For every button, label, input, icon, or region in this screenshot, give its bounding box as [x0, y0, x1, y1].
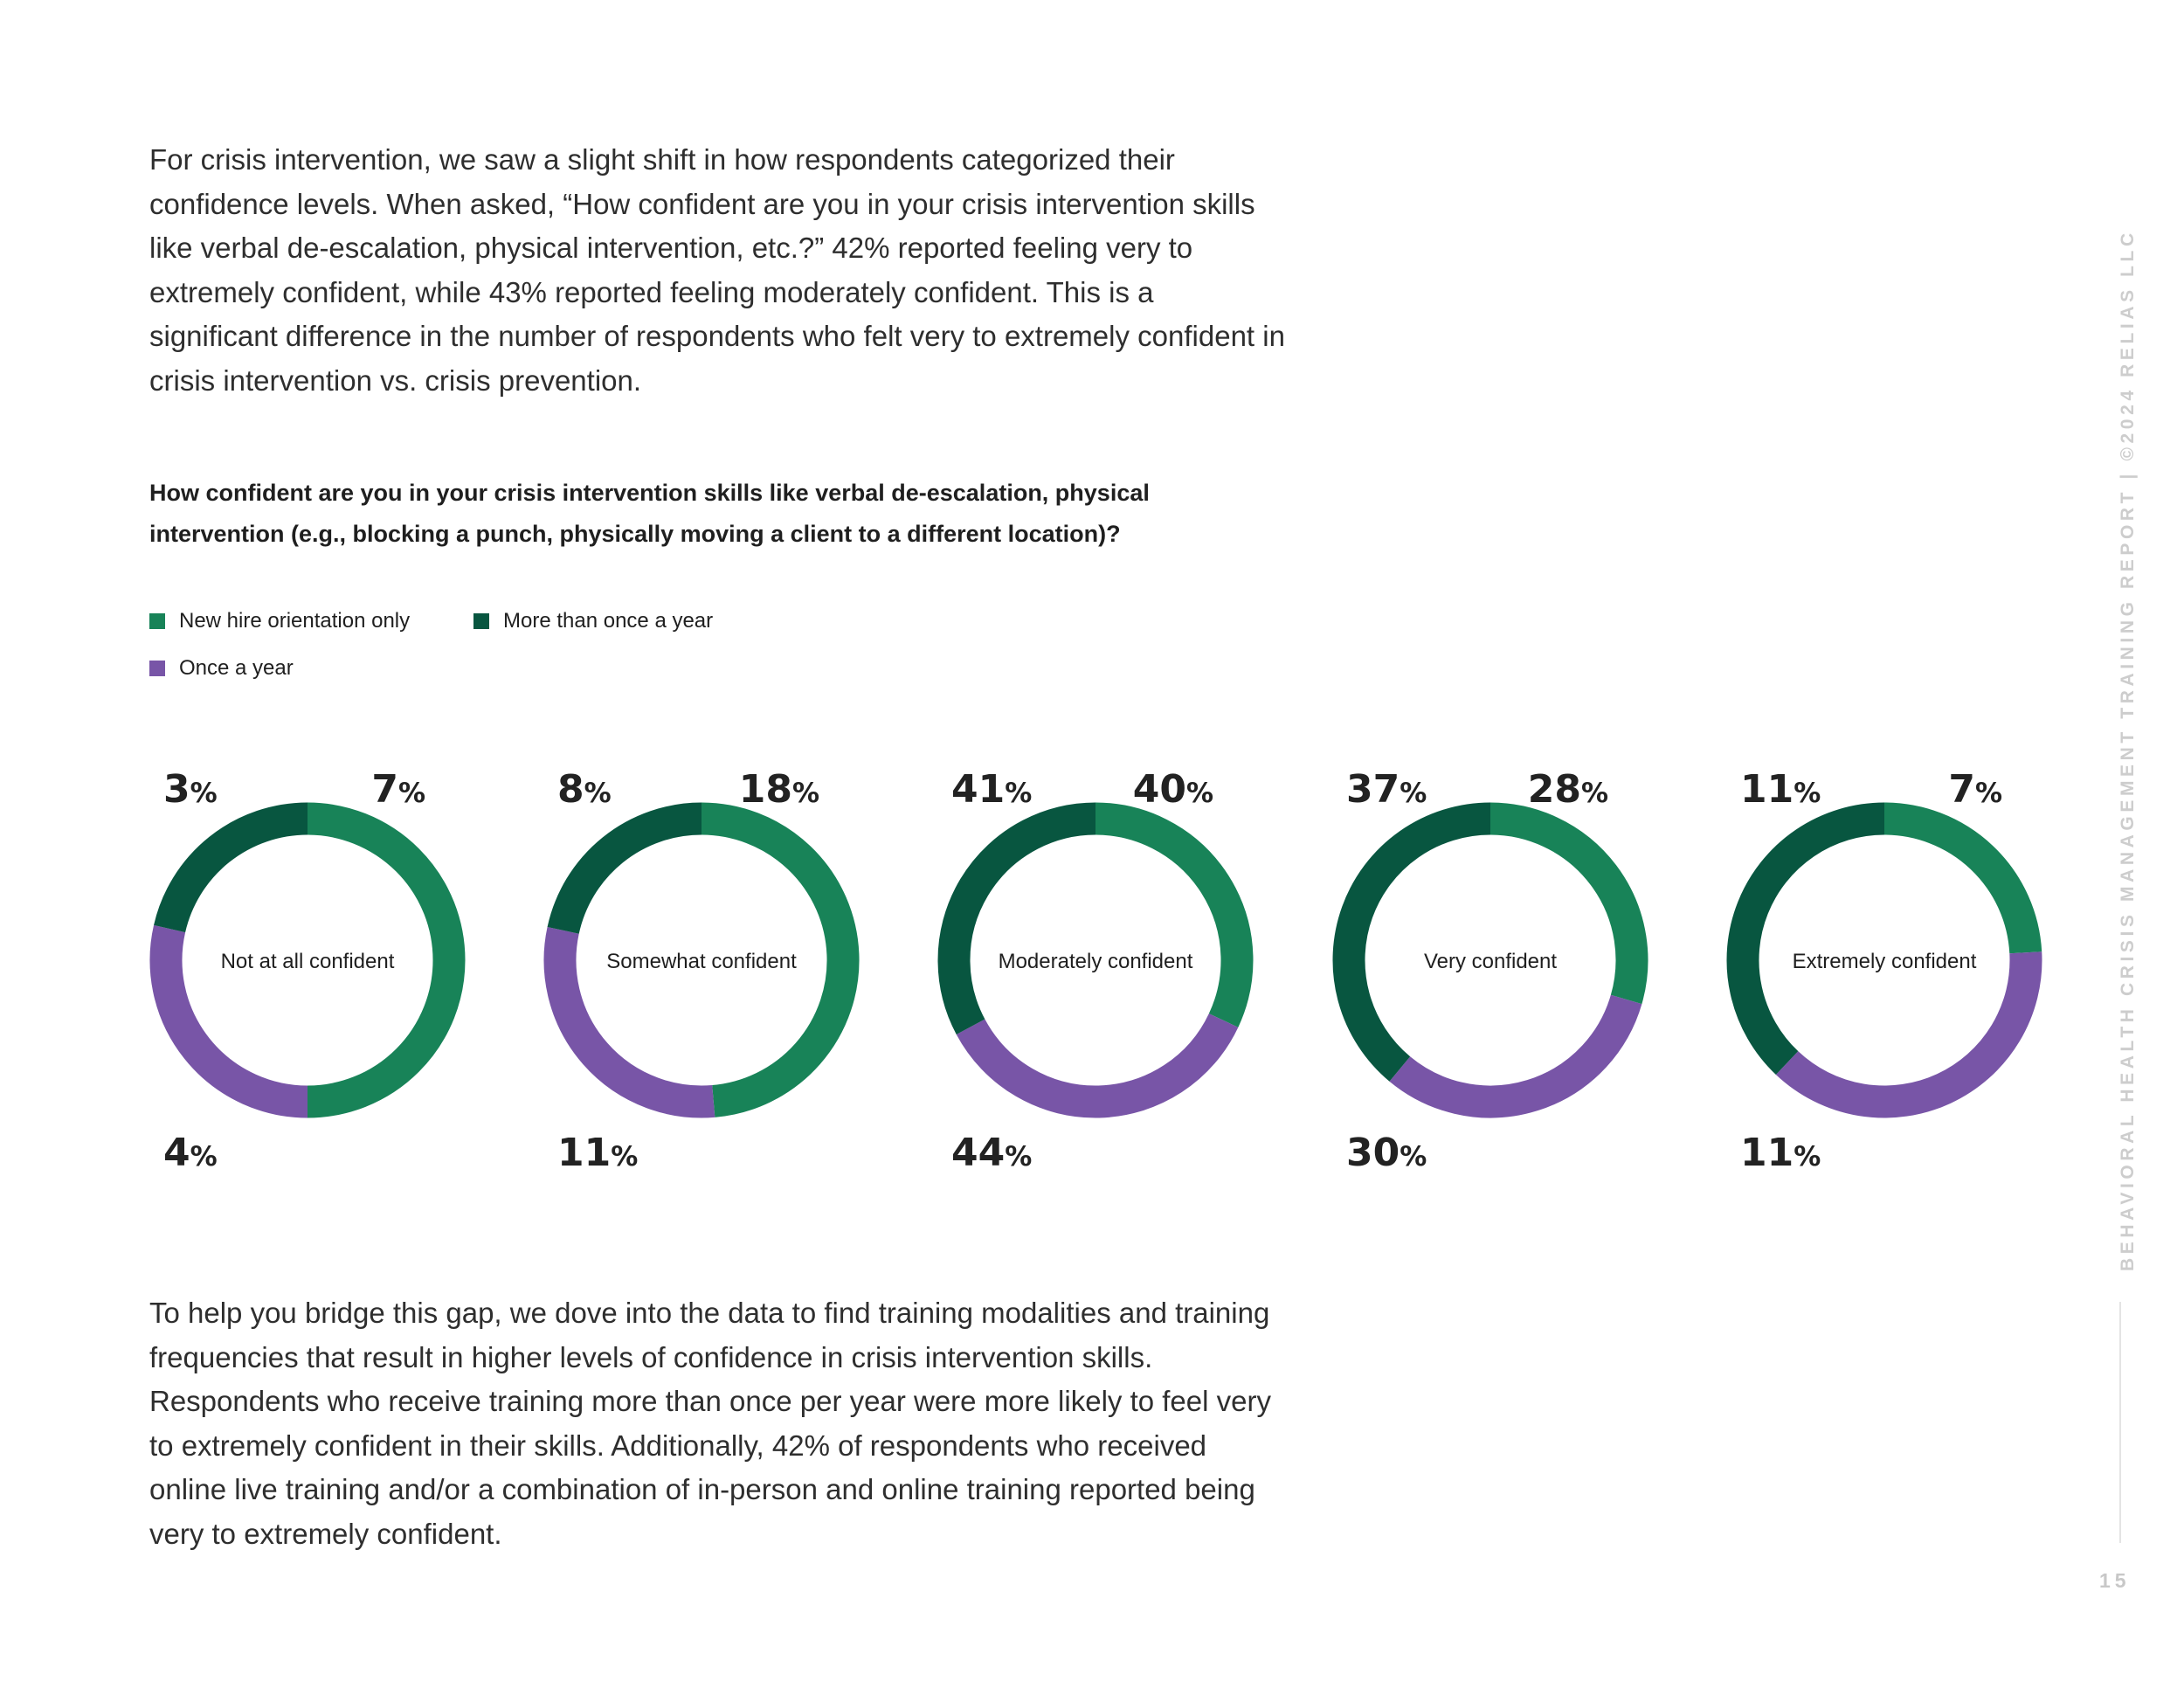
donut-segment-more-than-once-4: [1726, 802, 1885, 1076]
donut-center-label-1: Somewhat confident: [606, 950, 797, 973]
donut-segment-more-than-once-0: [154, 802, 308, 933]
value-label-more-than-once-3: 37%: [1346, 767, 1427, 812]
legend-swatch-once-a-year: [149, 661, 165, 676]
legend-label-new-hire: New hire orientation only: [179, 609, 411, 633]
outro-paragraph: To help you bridge this gap, we dove int…: [149, 1297, 1271, 1550]
donut-center-label-0: Not at all confident: [221, 950, 395, 973]
donut-segment-more-than-once-2: [937, 802, 1096, 1034]
legend-item-once-a-year: Once a year: [149, 656, 294, 681]
value-label-more-than-once-1: 8%: [557, 767, 612, 812]
value-label-once-a-year-3: 30%: [1346, 1131, 1427, 1175]
legend-swatch-more-than-once: [473, 613, 489, 629]
value-label-once-a-year-1: 11%: [557, 1131, 638, 1175]
sidebar-report-title: BEHAVIORAL HEALTH CRISIS MANAGEMENT TRAI…: [2118, 229, 2138, 1271]
donut-segment-once-a-year-0: [149, 924, 308, 1118]
donut-segment-new-hire-1: [701, 802, 860, 1117]
legend-item-new-hire: New hire orientation only: [149, 609, 410, 633]
donut-segment-new-hire-0: [307, 802, 466, 1118]
donut-center-label-4: Extremely confident: [1793, 950, 1977, 973]
donut-center-label-2: Moderately confident: [999, 950, 1193, 973]
donut-segment-once-a-year-3: [1389, 994, 1642, 1118]
donut-segment-once-a-year-1: [543, 926, 715, 1118]
donut-segment-more-than-once-3: [1332, 802, 1491, 1082]
legend-swatch-new-hire: [149, 613, 165, 629]
donut-segment-once-a-year-2: [956, 1013, 1239, 1118]
legend-item-more-than-once: More than once a year: [473, 609, 713, 633]
sidebar-divider: [2119, 1302, 2121, 1543]
value-label-new-hire-4: 7%: [1948, 767, 2002, 812]
donut-segment-new-hire-4: [1883, 802, 2042, 954]
page-number: 15: [2099, 1569, 2131, 1592]
donut-segment-new-hire-3: [1489, 802, 1648, 1005]
value-label-once-a-year-4: 11%: [1740, 1131, 1821, 1175]
legend-label-more-than-once: More than once a year: [503, 609, 714, 633]
donut-segment-new-hire-2: [1095, 802, 1254, 1027]
value-label-once-a-year-2: 44%: [951, 1131, 1032, 1175]
value-label-new-hire-2: 40%: [1133, 767, 1213, 812]
value-label-more-than-once-0: 3%: [163, 767, 218, 812]
value-label-more-than-once-2: 41%: [951, 767, 1032, 812]
chart-title: How confident are you in your crisis int…: [149, 480, 1150, 547]
donut-center-label-3: Very confident: [1424, 950, 1557, 973]
legend-label-once-a-year: Once a year: [179, 656, 294, 680]
value-label-once-a-year-0: 4%: [163, 1131, 218, 1175]
value-label-new-hire-1: 18%: [739, 767, 819, 812]
value-label-new-hire-3: 28%: [1528, 767, 1608, 812]
value-label-more-than-once-4: 11%: [1740, 767, 1821, 812]
value-label-new-hire-0: 7%: [371, 767, 425, 812]
donut-segment-once-a-year-4: [1775, 951, 2042, 1118]
intro-paragraph: For crisis intervention, we saw a slight…: [149, 143, 1285, 397]
donut-segment-more-than-once-1: [547, 802, 702, 935]
